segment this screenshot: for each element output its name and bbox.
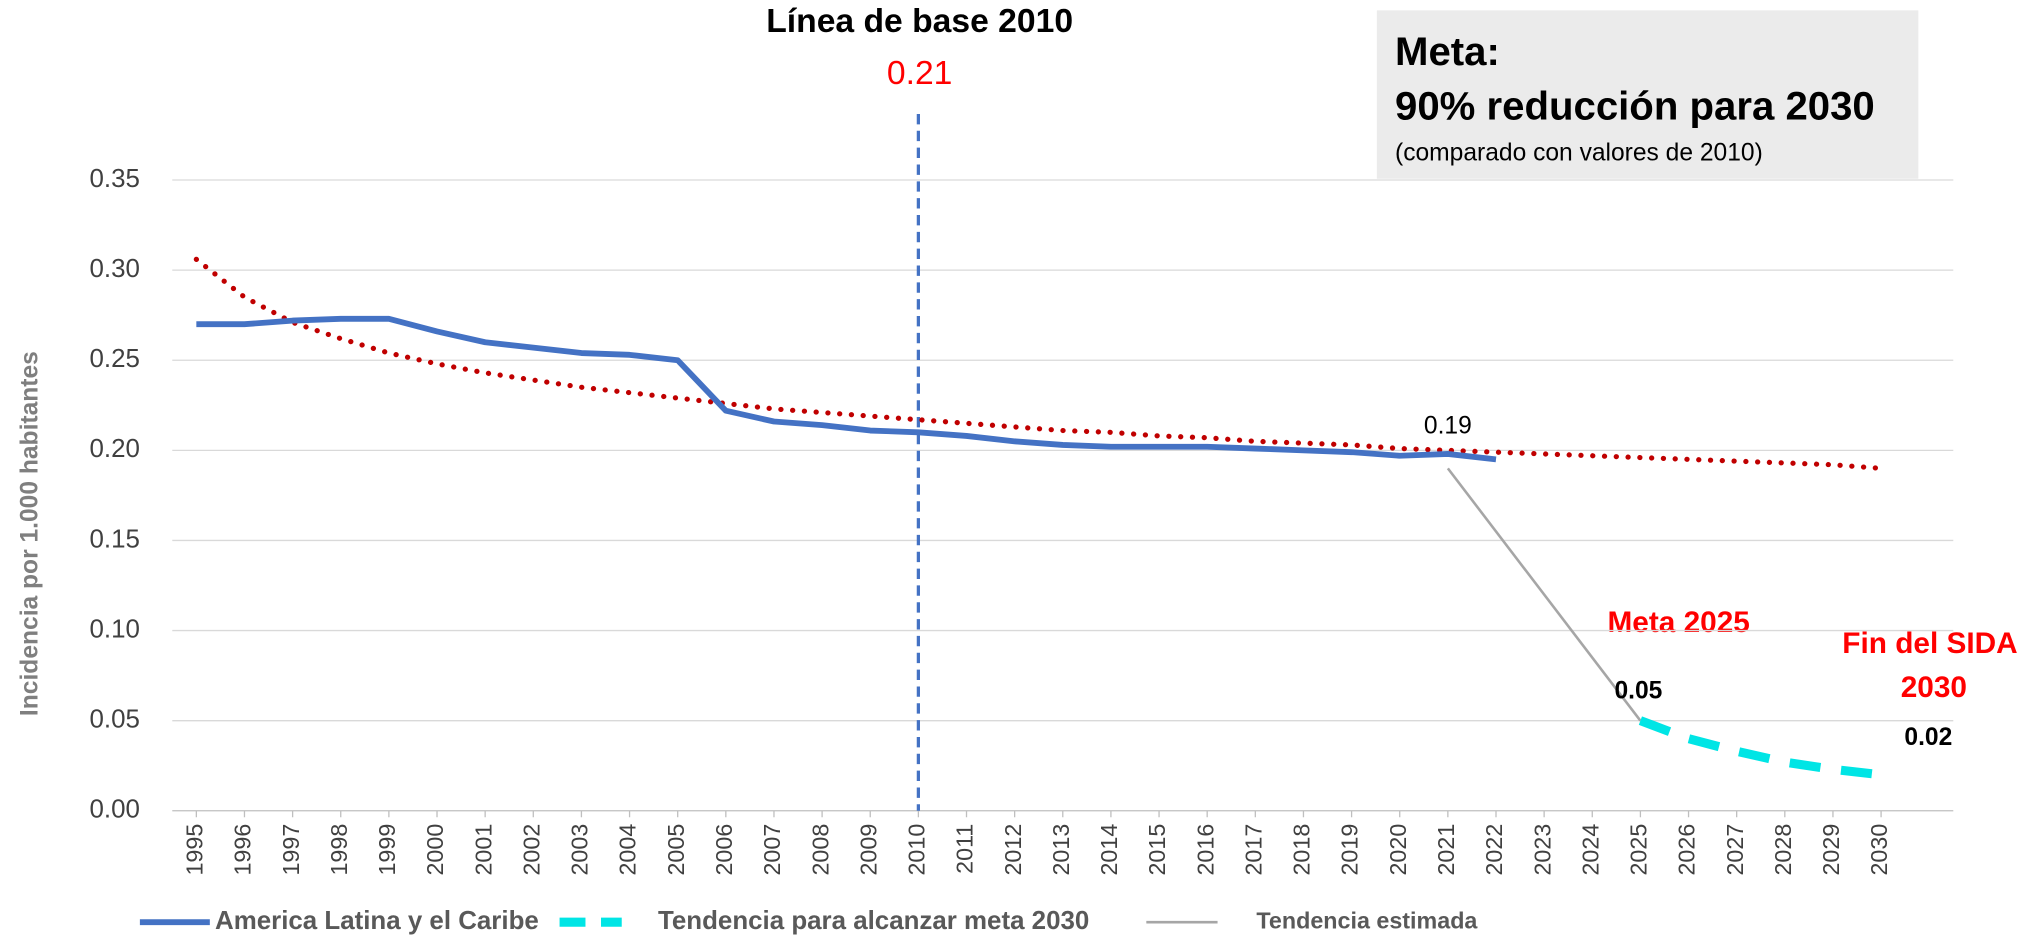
x-tick-label: 2008 xyxy=(807,824,833,876)
x-tick-label: 2014 xyxy=(1096,824,1122,876)
legend-label: America Latina y el Caribe xyxy=(215,907,539,935)
x-tick-label: 2002 xyxy=(518,824,544,876)
y-tick-label: 0.10 xyxy=(89,615,139,643)
series-line xyxy=(1638,716,1882,780)
x-tick-label: 2010 xyxy=(904,824,930,876)
x-tick-label: 1997 xyxy=(278,824,304,876)
annotation: Meta 2025 xyxy=(1607,606,1749,639)
y-tick-label: 0.30 xyxy=(89,255,139,283)
x-tick-label: 2009 xyxy=(855,824,881,876)
data-label: 0.02 xyxy=(1904,724,1952,751)
x-tick-label: 2023 xyxy=(1529,824,1555,876)
baseline-value: 0.21 xyxy=(887,55,953,92)
x-tick-label: 2030 xyxy=(1866,824,1892,876)
y-tick-label: 0.25 xyxy=(89,345,139,373)
x-tick-label: 2017 xyxy=(1240,824,1266,876)
x-tick-label: 2029 xyxy=(1818,824,1844,876)
x-tick-label: 2011 xyxy=(952,824,978,874)
x-tick-label: 2027 xyxy=(1722,824,1748,876)
y-tick-label: 0.05 xyxy=(89,706,139,734)
legend-label: Tendencia estimada xyxy=(1256,907,1478,933)
goal-box xyxy=(1376,10,1919,179)
y-tick-label: 0.15 xyxy=(89,525,139,553)
goal-title: Meta: xyxy=(1395,29,1500,74)
x-tick-label: 1999 xyxy=(374,824,400,876)
goal-subtitle: 90% reducción para 2030 xyxy=(1395,83,1875,128)
x-tick-label: 2000 xyxy=(422,824,448,876)
y-tick-label: 0.35 xyxy=(89,165,139,193)
x-tick-label: 2007 xyxy=(759,824,785,876)
x-tick-label: 1998 xyxy=(326,824,352,876)
legend-label: Tendencia para alcanzar meta 2030 xyxy=(658,907,1089,935)
goal-note: (comparado con valores de 2010) xyxy=(1395,140,1763,167)
x-tick-label: 2020 xyxy=(1385,824,1411,876)
y-tick-label: 0.00 xyxy=(89,796,139,824)
series-line xyxy=(193,256,1884,471)
annotation: 2030 xyxy=(1901,671,1967,704)
x-tick-label: 2021 xyxy=(1433,824,1459,876)
x-tick-label: 2016 xyxy=(1192,824,1218,876)
y-axis-label: Incidencia por 1.000 habitantes xyxy=(17,351,44,716)
x-tick-label: 2024 xyxy=(1577,824,1603,876)
x-tick-label: 2019 xyxy=(1337,824,1363,876)
x-tick-label: 2012 xyxy=(1000,824,1026,876)
annotation: Fin del SIDA xyxy=(1842,627,2017,660)
data-label: 0.05 xyxy=(1614,678,1662,705)
x-tick-label: 2013 xyxy=(1048,824,1074,876)
x-tick-label: 2015 xyxy=(1144,824,1170,876)
x-tick-label: 2006 xyxy=(711,824,737,876)
baseline-title: Línea de base 2010 xyxy=(766,3,1073,40)
x-tick-label: 2028 xyxy=(1770,824,1796,876)
series-line xyxy=(196,315,1497,463)
x-tick-label: 1995 xyxy=(181,824,207,876)
x-tick-label: 2018 xyxy=(1289,824,1315,876)
series-line xyxy=(1446,467,1642,722)
data-label: 0.19 xyxy=(1424,412,1472,439)
x-tick-label: 2004 xyxy=(615,824,641,876)
x-tick-label: 2003 xyxy=(567,824,593,876)
x-tick-label: 2005 xyxy=(663,824,689,876)
y-tick-label: 0.20 xyxy=(89,435,139,463)
x-tick-label: 2025 xyxy=(1626,824,1652,876)
x-tick-label: 2026 xyxy=(1674,824,1700,876)
x-tick-label: 1996 xyxy=(230,824,256,876)
x-tick-label: 2001 xyxy=(470,824,496,876)
x-tick-label: 2022 xyxy=(1481,824,1507,876)
